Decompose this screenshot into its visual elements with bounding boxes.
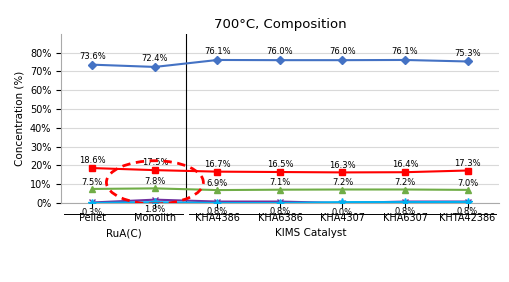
CO2 [89, 201, 95, 204]
Text: 73.6%: 73.6% [79, 52, 106, 61]
Text: 76.1%: 76.1% [204, 47, 231, 56]
CO2 [214, 200, 220, 203]
CO2 [277, 200, 283, 203]
H2 [340, 58, 346, 62]
C3H8 [402, 201, 408, 204]
Text: 16.3%: 16.3% [329, 160, 356, 169]
CH4 [277, 170, 283, 174]
CO2 [340, 201, 346, 205]
C3H8 [152, 201, 158, 204]
Text: 16.5%: 16.5% [267, 160, 293, 169]
CO2 [152, 198, 158, 201]
Title: 700°C, Composition: 700°C, Composition [214, 18, 346, 31]
Text: 1.8%: 1.8% [144, 205, 165, 214]
Text: 0.8%: 0.8% [207, 207, 228, 216]
CO [277, 188, 283, 191]
Text: KIMS Catalyst: KIMS Catalyst [275, 228, 347, 238]
Text: 6.9%: 6.9% [207, 179, 228, 188]
Line: CH4: CH4 [90, 165, 470, 175]
CH4 [152, 168, 158, 172]
CO [214, 188, 220, 192]
H2 [89, 63, 95, 66]
CH4 [340, 171, 346, 174]
Text: 0.0%: 0.0% [332, 208, 353, 217]
Text: 16.7%: 16.7% [204, 160, 231, 169]
C3H8 [340, 201, 346, 204]
H2 [402, 58, 408, 62]
Text: 17.5%: 17.5% [142, 158, 168, 167]
CO [402, 188, 408, 191]
Text: 16.4%: 16.4% [392, 160, 418, 169]
Text: 76.0%: 76.0% [267, 47, 293, 56]
Text: RuA(C): RuA(C) [106, 228, 142, 238]
Text: 75.3%: 75.3% [454, 49, 481, 58]
C3H8 [277, 201, 283, 205]
H2 [277, 58, 283, 62]
CH4 [402, 171, 408, 174]
Text: 7.8%: 7.8% [144, 177, 165, 186]
H2 [152, 65, 158, 69]
Text: 7.2%: 7.2% [394, 178, 416, 187]
Line: CO2: CO2 [89, 196, 471, 206]
CO [465, 188, 471, 191]
Text: 0.8%: 0.8% [394, 207, 416, 216]
Text: 0.3%: 0.3% [82, 208, 103, 217]
Text: 7.2%: 7.2% [332, 178, 353, 187]
Text: 72.4%: 72.4% [142, 54, 168, 63]
CO2 [465, 200, 471, 203]
H2 [465, 60, 471, 63]
C3H8 [465, 200, 471, 204]
CO [340, 188, 346, 191]
CH4 [214, 170, 220, 173]
Text: 17.3%: 17.3% [454, 159, 481, 168]
Text: 7.5%: 7.5% [82, 178, 103, 187]
Text: 7.1%: 7.1% [269, 179, 291, 188]
C3H8 [214, 201, 220, 205]
Y-axis label: Concentration (%): Concentration (%) [14, 71, 24, 166]
CO2 [402, 200, 408, 203]
CH4 [89, 166, 95, 170]
Text: 0.8%: 0.8% [269, 207, 291, 216]
CO [89, 187, 95, 191]
C3H8 [89, 201, 95, 205]
Text: 7.0%: 7.0% [457, 179, 478, 188]
Text: 76.1%: 76.1% [392, 47, 418, 56]
Line: H2: H2 [90, 57, 470, 70]
CO [152, 187, 158, 190]
Line: C3H8: C3H8 [88, 198, 472, 207]
Line: CO: CO [90, 186, 470, 193]
Text: 76.0%: 76.0% [329, 47, 356, 56]
CH4 [465, 169, 471, 172]
H2 [214, 58, 220, 62]
Text: 0.8%: 0.8% [457, 207, 478, 216]
Text: 18.6%: 18.6% [79, 156, 106, 165]
